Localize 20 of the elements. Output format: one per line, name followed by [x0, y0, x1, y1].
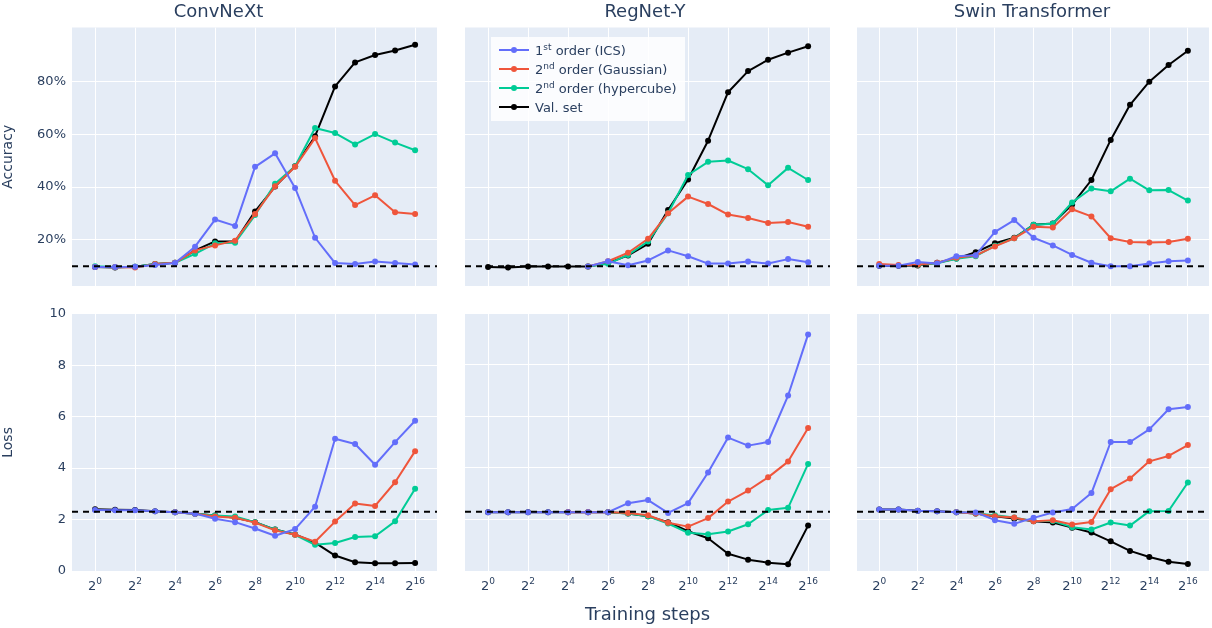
y-axis-title: Accuracy — [0, 124, 16, 189]
y-tick-label: 8 — [57, 356, 66, 372]
y-tick-label: 6 — [57, 408, 66, 424]
y-tick-label: 40% — [37, 178, 66, 194]
legend-label: 2$^{nd}$ order (Gaussian) — [535, 59, 668, 79]
legend-label: 2$^{nd}$ order (hypercube) — [535, 78, 677, 98]
chart-title: ConvNeXt — [173, 0, 264, 22]
x-axis-title: Training steps — [583, 602, 711, 624]
y-tick-label: 0 — [57, 562, 66, 578]
y-tick-label: 60% — [37, 125, 66, 141]
y-tick-label: 4 — [57, 459, 66, 475]
y-tick-label: 20% — [37, 231, 66, 247]
chart-title: Swin Transformer — [953, 0, 1111, 22]
legend-label: 1$^{st}$ order (ICS) — [535, 40, 626, 60]
legend-label: Val. set — [535, 98, 583, 117]
y-tick-label: 2 — [57, 510, 66, 526]
chart-title: RegNet-Y — [604, 0, 687, 22]
y-tick-label: 80% — [37, 73, 66, 89]
y-tick-label: 10 — [49, 305, 66, 321]
y-axis-title: Loss — [0, 427, 16, 458]
